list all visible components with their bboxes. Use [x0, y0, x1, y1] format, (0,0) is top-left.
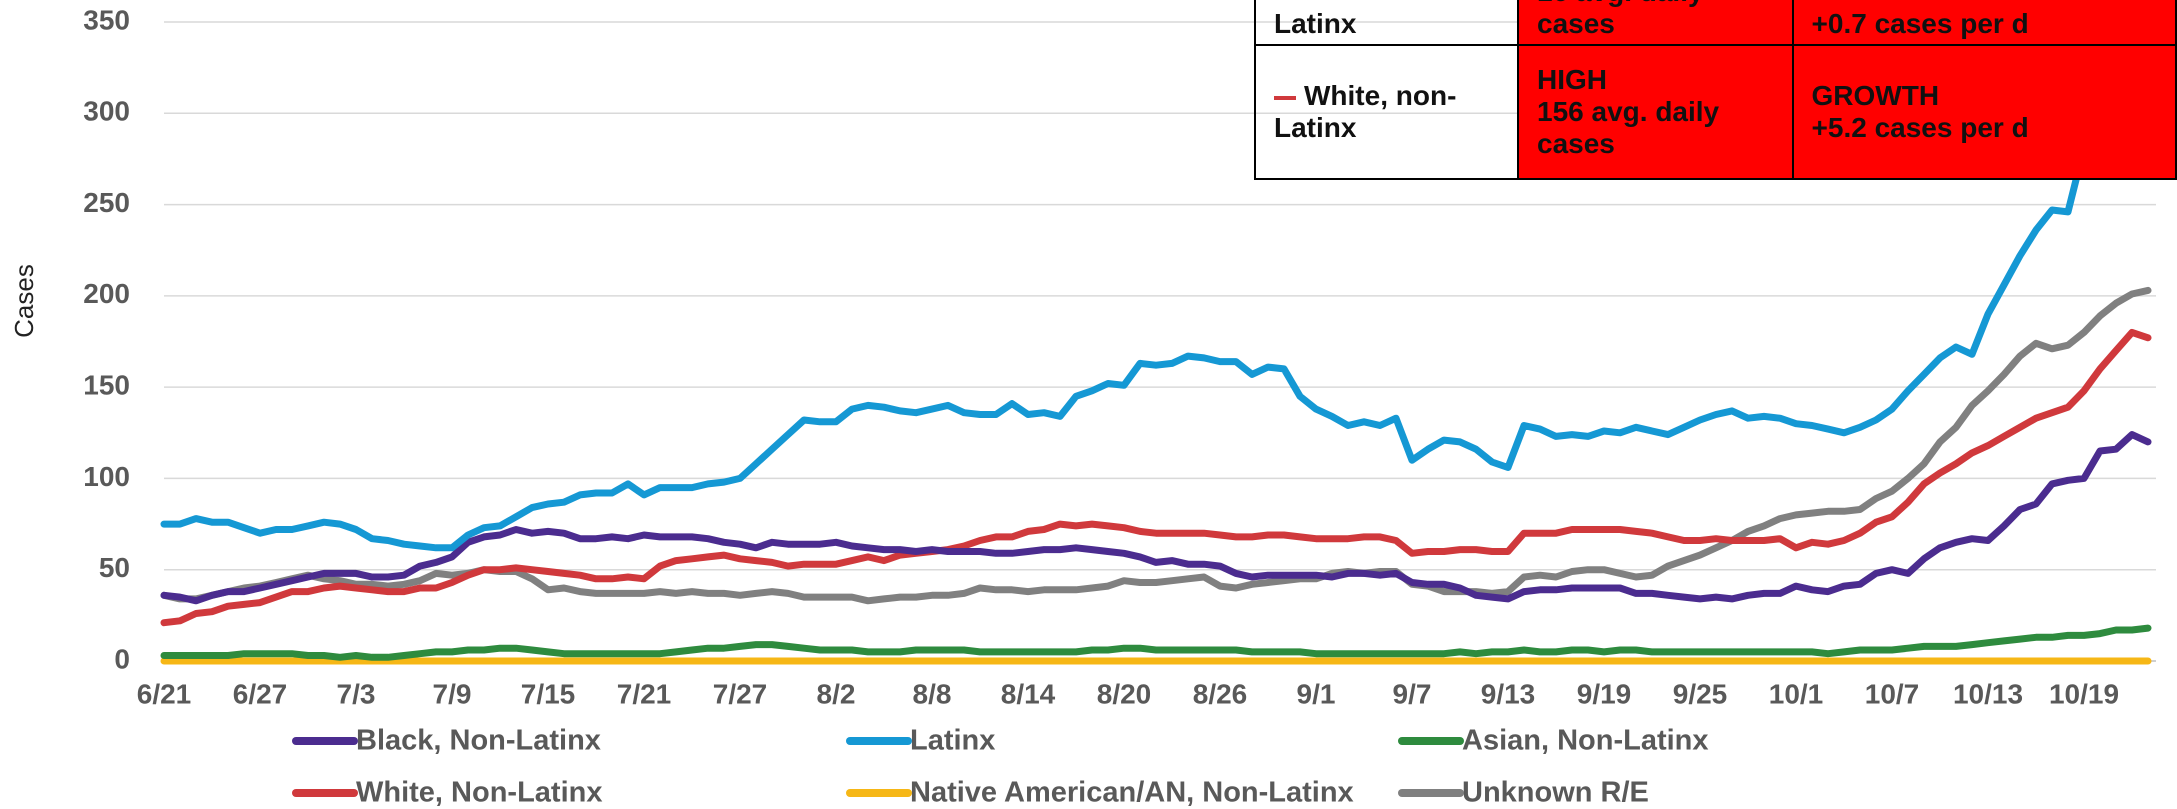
y-tick-label: 50 — [99, 552, 130, 583]
x-tick-label: 9/13 — [1481, 678, 1536, 709]
legend-label: White, Non-Latinx — [356, 777, 602, 809]
legend-label: Native American/AN, Non-Latinx — [910, 777, 1354, 809]
cell: GROWTH +5.2 cases per d — [1791, 44, 2177, 180]
cell-text: HIGH — [1537, 64, 1608, 95]
x-tick-label: 8/26 — [1193, 678, 1248, 709]
x-tick-label: 7/3 — [337, 678, 376, 709]
y-tick-label: 0 — [114, 643, 130, 674]
cell-text: 156 avg. daily cases — [1537, 96, 1720, 159]
series-line — [160, 286, 2152, 605]
x-tick-label: 7/27 — [713, 678, 768, 709]
x-tick-label: 9/1 — [1297, 678, 1336, 709]
summary-table: Latinx 16 avg. daily cases +0.7 cases pe… — [1254, 0, 2177, 182]
x-tick-label: 10/7 — [1865, 678, 1920, 709]
legend-label: Unknown R/E — [1462, 777, 1649, 809]
y-tick-label: 150 — [83, 370, 130, 401]
cell-text: +5.2 cases per d — [1811, 112, 2029, 143]
y-axis-title: Cases — [9, 264, 39, 338]
y-tick-label: 300 — [83, 96, 130, 127]
y-tick-label: 250 — [83, 187, 130, 218]
x-tick-label: 10/13 — [1953, 678, 2023, 709]
x-tick-label: 8/14 — [1001, 678, 1056, 709]
x-tick-label: 8/2 — [817, 678, 856, 709]
series-line — [160, 328, 2152, 627]
y-tick-label: 350 — [83, 4, 130, 35]
legend-label: Black, Non-Latinx — [356, 725, 601, 757]
series-line — [160, 624, 2152, 661]
cell: White, non-Latinx — [1254, 44, 1520, 180]
x-tick-label: 10/1 — [1769, 678, 1824, 709]
x-tick-label: 10/19 — [2049, 678, 2119, 709]
cell-text: 16 avg. daily cases — [1537, 0, 1704, 39]
x-tick-label: 7/21 — [617, 678, 672, 709]
table: Latinx 16 avg. daily cases +0.7 cases pe… — [1254, 0, 2177, 180]
cell: 16 avg. daily cases — [1517, 0, 1794, 46]
x-tick-label: 7/9 — [433, 678, 472, 709]
x-tick-label: 8/20 — [1097, 678, 1152, 709]
series-line — [160, 0, 2139, 552]
x-tick-label: 7/15 — [521, 678, 576, 709]
cell-text: +0.7 cases per d — [1811, 8, 2029, 39]
cell: +0.7 cases per d — [1791, 0, 2177, 46]
cell-text: GROWTH — [1811, 80, 1940, 111]
cell-text: Latinx — [1274, 8, 1357, 39]
legend-label: Asian, Non-Latinx — [1462, 725, 1709, 757]
y-tick-label: 100 — [83, 461, 130, 492]
cell: Latinx — [1254, 0, 1520, 46]
x-tick-label: 9/19 — [1577, 678, 1632, 709]
x-tick-label: 8/8 — [913, 678, 952, 709]
series-line — [160, 431, 2152, 605]
plot-area — [160, 0, 2152, 665]
x-tick-label: 9/7 — [1393, 678, 1432, 709]
legend-dash — [1274, 95, 1296, 100]
x-tick-label: 9/25 — [1673, 678, 1728, 709]
legend-label: Latinx — [910, 725, 995, 757]
y-tick-label: 200 — [83, 278, 130, 309]
x-tick-label: 6/21 — [137, 678, 192, 709]
cell-text: White, non-Latinx — [1274, 80, 1457, 143]
x-tick-label: 6/27 — [233, 678, 288, 709]
cell: HIGH 156 avg. daily cases — [1517, 44, 1794, 180]
